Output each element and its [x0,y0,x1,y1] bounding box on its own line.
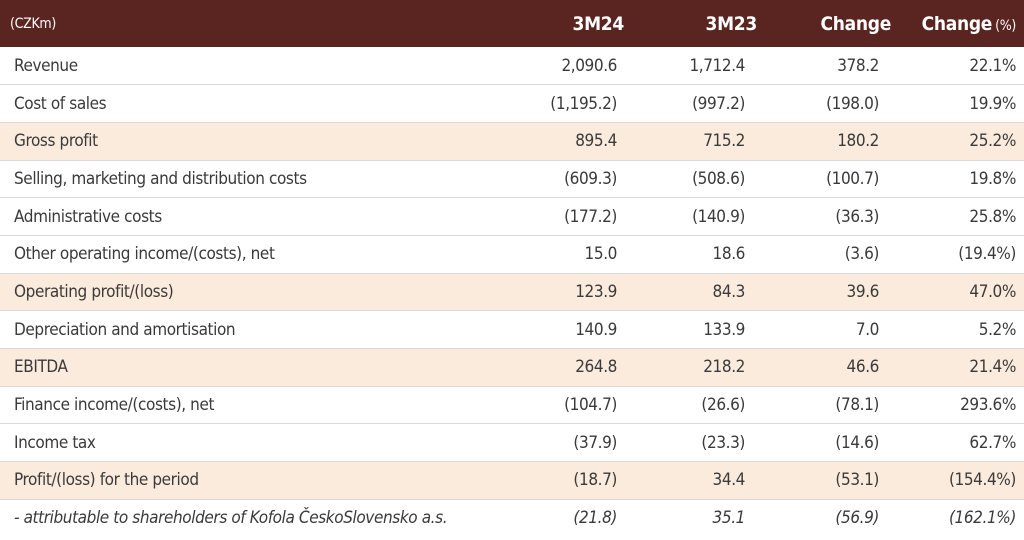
col-3m24-header: 3M24 [572,12,625,35]
row-label: Revenue [14,55,78,76]
cell-change: (56.9) [835,508,879,529]
cell-3m23: 34.4 [712,470,746,491]
unit-header: (CZKm) [10,15,56,32]
table-row: Other operating income/(costs), net 15.0 1… [0,235,1024,274]
table-row: EBITDA 264.8 218.2 46.6 21.4% [0,348,1024,387]
cell-3m24: (21.8) [573,508,617,529]
cell-change-pct: (154.4%) [948,470,1016,491]
row-label: Finance income/(costs), net [14,395,215,416]
cell-change-pct: 293.6% [960,395,1016,416]
cell-3m23: 715.2 [703,131,745,152]
row-label: Income tax [14,432,96,453]
cell-change: (14.6) [835,432,879,453]
cell-change-pct: 22.1% [969,55,1016,76]
cell-change-pct: 19.8% [969,168,1016,189]
cell-change-pct: 62.7% [969,432,1016,453]
cell-3m23: 218.2 [703,357,745,378]
cell-change-pct: (162.1%) [948,508,1016,529]
col-change-header: Change [820,12,892,35]
cell-3m24: (177.2) [564,206,617,227]
table-row: Profit/(loss) for the period (18.7) 34.4 (5… [0,461,1024,500]
cell-3m23: 35.1 [712,508,746,529]
cell-change-pct: 47.0% [969,281,1016,302]
cell-change: 378.2 [837,55,879,76]
cell-change-pct: 5.2% [978,319,1017,340]
cell-3m23: 1,712.4 [689,55,745,76]
cell-3m23: 133.9 [703,319,745,340]
cell-3m24: 123.9 [575,281,617,302]
cell-3m23: 18.6 [712,244,746,265]
cell-3m23: (140.9) [692,206,745,227]
row-label: Administrative costs [14,206,162,227]
table-row: Cost of sales (1,195.2) (997.2) (198.0) 19.9… [0,85,1024,123]
cell-3m24: 264.8 [575,357,617,378]
row-label: EBITDA [14,357,68,378]
cell-3m23: (997.2) [692,93,745,114]
table-row: Selling, marketing and distribution cost… [0,160,1024,198]
table-row: Administrative costs (177.2) (140.9) (36.3)… [0,198,1024,236]
cell-change-pct: 25.2% [969,131,1016,152]
cell-change: (198.0) [826,93,879,114]
row-label: Selling, marketing and distribution cost… [14,168,307,189]
cell-3m24: (18.7) [573,470,617,491]
cell-3m23: (508.6) [692,168,745,189]
cell-change-pct: 21.4% [969,357,1016,378]
table-row: Depreciation and amortisation 140.9 133.9 7… [0,311,1024,349]
col-change-pct-header: Change (%) [899,0,1024,47]
table-row: Revenue 2,090.6 1,712.4 378.2 22.1% [0,47,1024,85]
cell-change: (100.7) [826,168,879,189]
cell-3m24: (1,195.2) [550,93,617,114]
table-row: Finance income/(costs), net (104.7) (26.6)… [0,386,1024,424]
table-row: Operating profit/(loss) 123.9 84.3 39.6 47.0… [0,273,1024,311]
col-3m23-header: 3M23 [705,12,758,35]
pct-suffix: (%) [995,17,1016,34]
cell-3m24: 140.9 [575,319,617,340]
cell-change-pct: (19.4%) [958,244,1016,265]
cell-change: (3.6) [844,244,880,265]
cell-change: (78.1) [835,395,879,416]
cell-3m24: (104.7) [564,395,617,416]
cell-3m24: 15.0 [584,244,618,265]
table-body: Revenue 2,090.6 1,712.4 378.2 22.1% Cost of s… [0,47,1024,537]
row-label: Depreciation and amortisation [14,319,236,340]
cell-3m23: 84.3 [712,281,746,302]
row-label: Cost of sales [14,93,107,114]
cell-change-pct: 19.9% [969,93,1016,114]
cell-3m24: (609.3) [564,168,617,189]
row-label: Gross profit [14,131,98,152]
cell-3m23: (23.3) [701,432,745,453]
cell-3m24: 2,090.6 [561,55,617,76]
table-row: - attributable to shareholders of Kofola… [0,499,1024,537]
cell-change: (53.1) [835,470,879,491]
cell-3m24: (37.9) [573,432,617,453]
cell-change: 39.6 [846,281,880,302]
change-pct-label: Change [921,12,993,35]
cell-change: (36.3) [835,206,879,227]
table-row: Income tax (37.9) (23.3) (14.6) 62.7% [0,424,1024,462]
cell-change: 7.0 [855,319,880,340]
table-row: Gross profit 895.4 715.2 180.2 25.2% [0,122,1024,161]
cell-change-pct: 25.8% [969,206,1016,227]
cell-3m24: 895.4 [575,131,617,152]
header-row: (CZKm) 3M24 3M23 Change Change (%) [0,0,1024,47]
row-label: Other operating income/(costs), net [14,244,275,265]
table-header: (CZKm) 3M24 3M23 Change Change (%) [0,0,1024,47]
row-label: - attributable to shareholders of Kofola… [14,508,448,529]
cell-change: 180.2 [837,131,879,152]
cell-3m23: (26.6) [701,395,745,416]
row-label: Operating profit/(loss) [14,281,174,302]
cell-change: 46.6 [846,357,880,378]
row-label: Profit/(loss) for the period [14,470,199,491]
